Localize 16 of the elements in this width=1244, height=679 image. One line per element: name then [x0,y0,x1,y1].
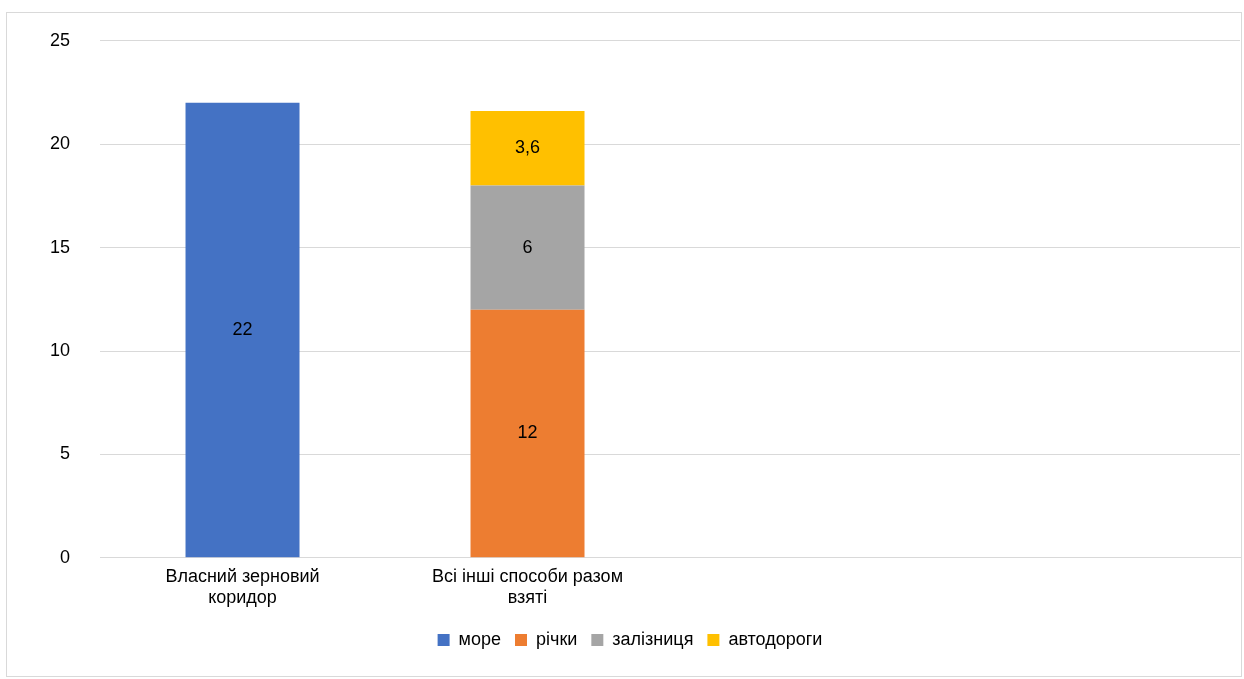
legend-label: залізниця [612,628,694,649]
legend-label: річки [536,628,578,649]
x-tick-label: Всі інші способи разом взяті [432,565,624,608]
legend-label: море [458,628,502,649]
data-label: 22 [232,319,253,340]
legend-label: автодороги [728,628,823,649]
y-tick-label: 15 [49,236,71,257]
data-label: 6 [522,236,533,257]
y-tick-label: 10 [49,339,71,360]
data-label: 3,6 [515,137,541,158]
x-tick-label: Власний зерновий коридор [165,565,320,608]
y-tick-label: 0 [60,546,71,567]
data-label: 12 [517,422,538,443]
y-tick-label: 5 [60,443,71,464]
y-tick-label: 25 [49,29,71,50]
y-tick-label: 20 [49,133,71,154]
